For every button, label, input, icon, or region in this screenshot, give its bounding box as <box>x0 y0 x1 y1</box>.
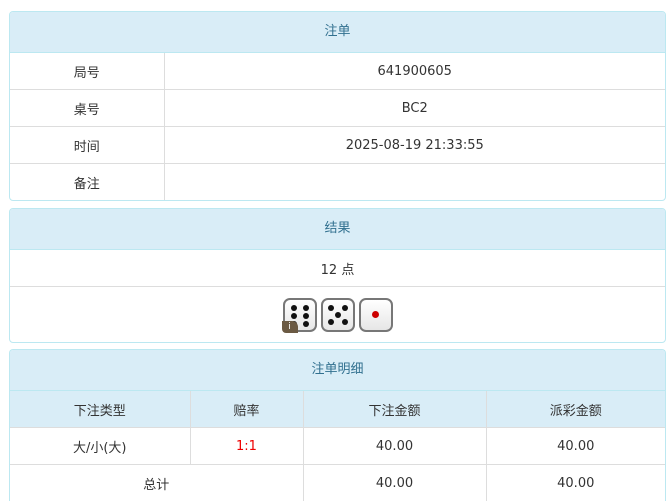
table-row: 备注 <box>10 163 665 200</box>
time-label: 时间 <box>10 126 164 164</box>
header-bet-amount: 下注金额 <box>302 391 486 428</box>
detail-table: 下注类型 赔率 下注金额 派彩金额 大/小(大) 1:1 40.00 40.00… <box>10 391 665 501</box>
dice-row: i <box>10 286 665 342</box>
table-row: 局号 641900605 <box>10 53 665 90</box>
bet-panel-title: 注单 <box>10 12 665 53</box>
header-bet-type: 下注类型 <box>73 403 126 419</box>
result-panel: 结果 12 点 i <box>9 208 666 343</box>
header-odds: 赔率 <box>189 391 303 428</box>
header-payout: 派彩金额 <box>485 391 665 428</box>
odds: 1:1 <box>189 427 303 465</box>
total-bet: 40.00 <box>302 464 486 501</box>
remark-value <box>163 163 665 200</box>
round-value: 641900605 <box>163 53 665 90</box>
table-label: 桌号 <box>10 89 164 127</box>
result-points: 12 点 <box>320 262 355 278</box>
table-row: 时间 2025-08-19 21:33:55 <box>10 126 665 164</box>
table-value: BC2 <box>163 89 665 127</box>
remark-label: 备注 <box>10 163 164 200</box>
die-six-icon: i <box>281 297 317 333</box>
bet-panel: 注单 局号 641900605 桌号 BC2 时间 2025-08-19 21:33:… <box>9 11 666 201</box>
detail-header-row: 下注类型 赔率 下注金额 派彩金额 <box>10 391 665 428</box>
payout: 40.00 <box>485 427 665 465</box>
detail-panel-title: 注单明细 <box>10 350 665 391</box>
die-five-icon <box>320 297 355 332</box>
total-row: 总计 40.00 40.00 <box>10 464 665 501</box>
info-badge-icon[interactable]: i <box>281 320 298 333</box>
table-row: 桌号 BC2 <box>10 89 665 127</box>
total-label: 总计 <box>10 464 303 501</box>
bet-type: 大/小(大) <box>10 427 190 465</box>
die-one-icon <box>358 297 393 332</box>
round-label: 局号 <box>73 65 100 81</box>
total-payout: 40.00 <box>485 464 665 501</box>
table-row: 大/小(大) 1:1 40.00 40.00 <box>10 427 665 465</box>
bet-info-table: 局号 641900605 桌号 BC2 时间 2025-08-19 21:33:55 … <box>10 53 665 200</box>
detail-panel: 注单明细 下注类型 赔率 下注金额 派彩金额 大/小(大) 1:1 40.00 … <box>9 349 666 501</box>
bet-amount: 40.00 <box>302 427 486 465</box>
time-value: 2025-08-19 21:33:55 <box>163 126 665 164</box>
result-panel-title: 结果 <box>10 209 665 250</box>
